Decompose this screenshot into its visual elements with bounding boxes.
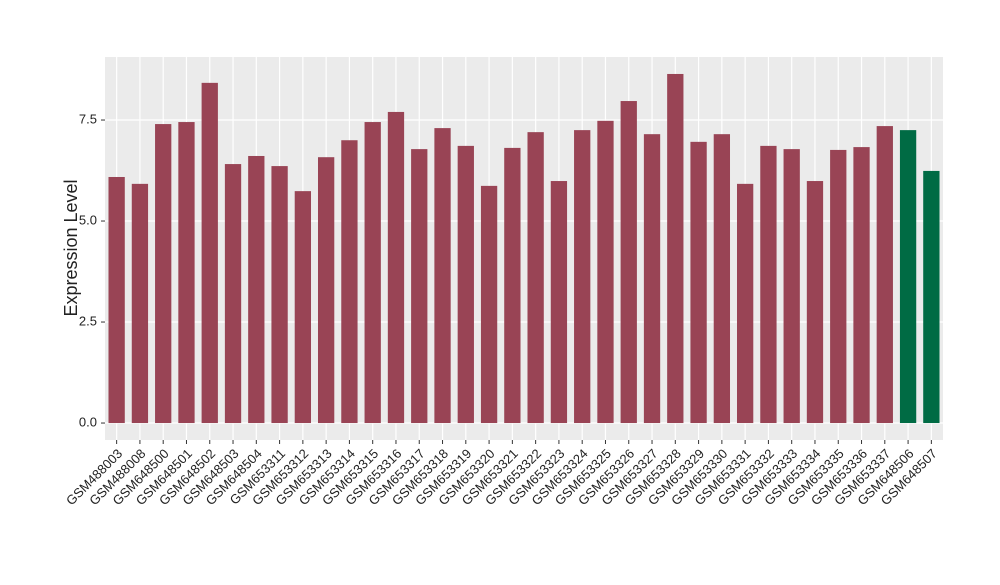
bar — [667, 73, 684, 424]
bar — [736, 183, 754, 424]
bar — [620, 101, 637, 424]
bar — [411, 149, 428, 424]
bar — [574, 130, 591, 424]
bar — [364, 122, 381, 424]
bar — [248, 155, 265, 424]
bar — [713, 134, 731, 424]
bar — [178, 122, 195, 424]
bar — [550, 181, 568, 424]
bar — [224, 164, 242, 424]
bar — [853, 147, 870, 424]
bar — [643, 134, 661, 424]
bar — [131, 183, 149, 424]
y-axis-label: Expression Level — [61, 179, 81, 316]
y-tick-label: 5.0 — [79, 212, 97, 227]
bar — [294, 191, 312, 424]
bar — [108, 176, 125, 424]
bar — [434, 128, 451, 424]
bar — [806, 181, 824, 424]
y-tick-label: 2.5 — [79, 313, 97, 328]
bar — [923, 170, 940, 424]
bar — [597, 120, 614, 424]
y-tick-label: 0.0 — [79, 414, 97, 429]
bar — [480, 185, 498, 424]
bar — [899, 130, 917, 424]
bar — [783, 149, 800, 424]
bar — [271, 166, 288, 424]
bar — [387, 111, 405, 424]
bar — [527, 132, 544, 424]
bar — [876, 126, 893, 424]
bar — [155, 124, 172, 424]
bar — [760, 145, 777, 424]
bar — [690, 141, 707, 424]
bar — [504, 147, 521, 424]
bar — [201, 82, 218, 424]
y-tick-label: 7.5 — [79, 111, 97, 126]
bar — [830, 149, 847, 424]
bar — [341, 140, 358, 424]
bar — [317, 157, 335, 424]
plot-panel — [105, 57, 943, 440]
bar — [457, 145, 474, 424]
